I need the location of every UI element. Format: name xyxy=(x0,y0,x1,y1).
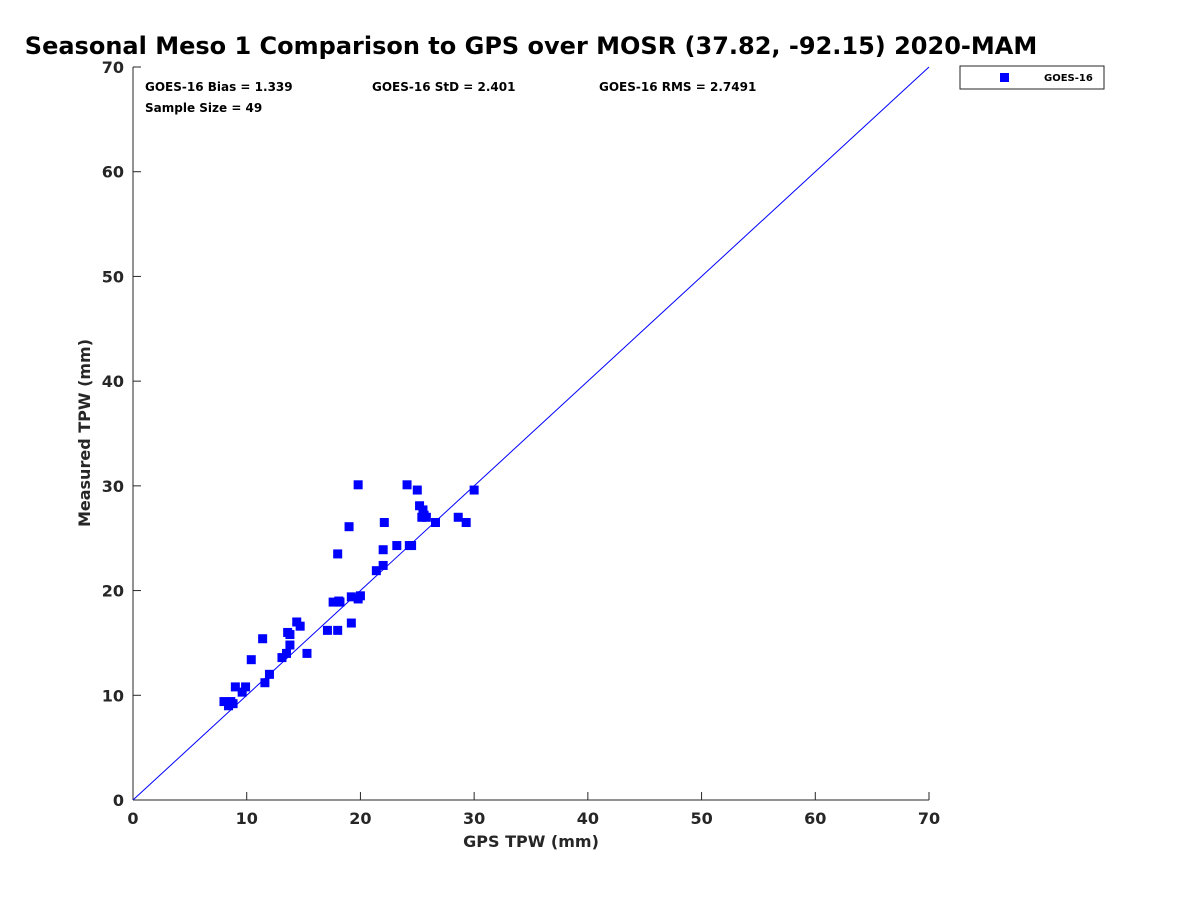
data-point xyxy=(379,518,389,528)
data-point xyxy=(378,545,388,555)
data-point xyxy=(230,682,240,692)
data-point xyxy=(241,682,251,692)
y-tick-label: 70 xyxy=(102,58,124,77)
y-axis-label: Measured TPW (mm) xyxy=(75,339,94,527)
data-point xyxy=(355,591,365,601)
legend-label: GOES-16 xyxy=(1044,73,1093,84)
data-point xyxy=(421,512,431,522)
x-tick-label: 40 xyxy=(577,809,599,828)
bias-stat: GOES-16 Bias = 1.339 xyxy=(145,80,293,94)
x-tick-label: 30 xyxy=(463,809,485,828)
data-point xyxy=(453,512,463,522)
data-point xyxy=(469,485,479,495)
data-point xyxy=(402,480,412,490)
data-point xyxy=(346,618,356,628)
data-point xyxy=(346,592,356,602)
x-tick-label: 0 xyxy=(127,809,138,828)
data-point xyxy=(264,669,274,679)
x-tick-label: 50 xyxy=(690,809,712,828)
data-point xyxy=(407,541,417,551)
data-point xyxy=(344,522,354,532)
rms-stat: GOES-16 RMS = 2.7491 xyxy=(599,80,756,94)
data-points xyxy=(219,480,479,711)
y-tick-label: 30 xyxy=(102,477,124,496)
data-point xyxy=(418,505,428,515)
x-tick-label: 60 xyxy=(804,809,826,828)
axes: 0 10 20 30 40 50 60 70 0 10 20 30 40 50 60 70 xyxy=(102,58,940,828)
y-tick-label: 50 xyxy=(102,267,124,286)
data-point xyxy=(237,687,247,697)
data-point xyxy=(302,648,312,658)
chart-title: Seasonal Meso 1 Comparison to GPS over M… xyxy=(25,32,1037,60)
std-stat: GOES-16 StD = 2.401 xyxy=(372,80,515,94)
data-point xyxy=(258,634,268,644)
legend-marker xyxy=(1000,73,1009,82)
data-point xyxy=(461,518,471,528)
data-point xyxy=(392,541,402,551)
data-point xyxy=(295,621,305,631)
legend: GOES-16 xyxy=(959,65,1105,90)
data-point xyxy=(328,597,338,607)
y-tick-label: 40 xyxy=(102,372,124,391)
data-point xyxy=(246,655,256,665)
x-axis-label: GPS TPW (mm) xyxy=(463,832,599,851)
data-point xyxy=(277,653,287,663)
data-point xyxy=(260,678,270,688)
data-point xyxy=(333,625,343,635)
data-point xyxy=(333,549,343,559)
y-tick-label: 0 xyxy=(113,791,124,810)
y-tick-label: 20 xyxy=(102,582,124,601)
legend-box xyxy=(959,65,1105,90)
y-tick-label: 10 xyxy=(102,686,124,705)
data-point xyxy=(285,630,295,640)
data-point xyxy=(353,480,363,490)
data-point xyxy=(285,640,295,650)
data-point xyxy=(228,699,238,709)
x-tick-label: 70 xyxy=(918,809,940,828)
one-to-one-line xyxy=(132,66,930,801)
data-point xyxy=(335,597,345,607)
data-point xyxy=(412,485,422,495)
sample-size-stat: Sample Size = 49 xyxy=(145,101,262,115)
data-point xyxy=(430,518,440,528)
data-point xyxy=(378,560,388,570)
data-point xyxy=(322,625,332,635)
data-point xyxy=(282,648,292,658)
y-tick-label: 60 xyxy=(102,163,124,182)
x-tick-label: 10 xyxy=(236,809,258,828)
data-point xyxy=(371,566,381,576)
data-point xyxy=(219,697,229,707)
x-tick-label: 20 xyxy=(349,809,371,828)
stats-annotations: GOES-16 Bias = 1.339 GOES-16 StD = 2.401… xyxy=(145,80,756,115)
